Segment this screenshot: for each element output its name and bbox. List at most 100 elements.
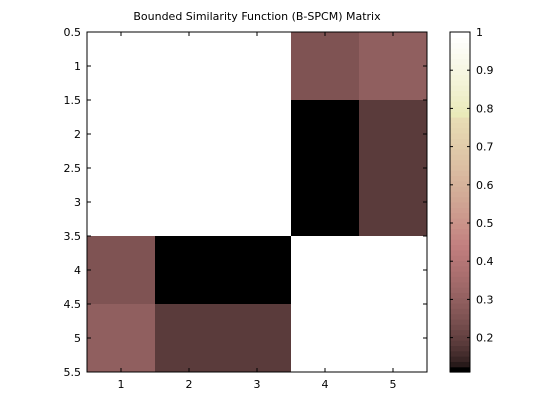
colorbar-segment <box>450 53 470 60</box>
colorbar-segment <box>450 356 470 362</box>
colorbar-segment <box>450 170 470 177</box>
colorbar-segment <box>450 297 470 304</box>
y-tick-label: 5.5 <box>64 366 82 379</box>
y-tick-label: 3 <box>74 196 81 209</box>
colorbar-segment <box>450 47 470 54</box>
colorbar-segment <box>450 324 470 331</box>
colorbar-segment <box>450 329 470 336</box>
colorbar-segment <box>450 132 470 139</box>
colorbar-segment <box>450 164 470 171</box>
colorbar-tick-label: 0.9 <box>476 64 494 77</box>
colorbar-tick-label: 0.7 <box>476 141 494 154</box>
colorbar-segment <box>450 281 470 288</box>
colorbar-segment <box>450 313 470 320</box>
colorbar-segment <box>450 202 470 208</box>
colorbar-tick-label: 0.6 <box>476 179 494 192</box>
colorbar-segment <box>450 138 470 145</box>
colorbar-segment <box>450 244 470 251</box>
colorbar-segment <box>450 85 470 92</box>
colorbar-segment <box>450 217 470 224</box>
colorbar-segment <box>450 175 470 182</box>
colorbar-segment <box>450 302 470 309</box>
colorbar-segment <box>450 37 470 44</box>
colorbar-segment <box>450 180 470 187</box>
y-tick-label: 1 <box>74 60 81 73</box>
y-tick-label: 4.5 <box>64 298 82 311</box>
heatmap-cell-r1-c4 <box>291 32 360 101</box>
colorbar-segment <box>450 191 470 198</box>
heatmap-cell-r4-c2 <box>155 236 224 305</box>
heatmap-cell-r2-c4 <box>291 100 360 169</box>
heatmap-cell-r2-c1 <box>87 100 156 169</box>
colorbar-segment <box>450 361 470 368</box>
x-tick-label: 2 <box>186 378 193 391</box>
colorbar-ticks: 0.2 0.3 0.4 0.5 0.6 0.7 0.8 0.9 1 <box>450 26 494 345</box>
x-tick-label: 3 <box>254 378 261 391</box>
x-tick-label: 5 <box>390 378 397 391</box>
colorbar-segment <box>450 42 470 49</box>
colorbar-segment <box>450 223 470 230</box>
heatmap-cell-r4-c5 <box>359 236 428 305</box>
colorbar-segment <box>450 276 470 283</box>
colorbar-segment <box>450 127 470 134</box>
heatmap-cells <box>87 32 428 373</box>
colorbar-segment <box>450 212 470 219</box>
heatmap-cell-r3-c2 <box>155 168 224 237</box>
heatmap-cell-r4-c3 <box>223 236 292 305</box>
colorbar-tick-label: 1 <box>476 26 483 39</box>
colorbar-segment <box>450 90 470 97</box>
colorbar-segment <box>450 308 470 315</box>
colorbar <box>450 32 470 373</box>
colorbar-segment <box>450 228 470 235</box>
colorbar-segment <box>450 101 470 107</box>
colorbar-segment <box>450 154 470 161</box>
colorbar-segment <box>450 318 470 325</box>
heatmap-cell-r1-c2 <box>155 32 224 101</box>
y-tick-label: 0.5 <box>64 26 82 39</box>
colorbar-segment <box>450 95 470 102</box>
heatmap-cell-r5-c1 <box>87 304 156 373</box>
x-axis-ticks: 1 2 3 4 5 <box>118 32 397 391</box>
colorbar-tick-label: 0.4 <box>476 255 494 268</box>
colorbar-tick-label: 0.2 <box>476 332 494 345</box>
colorbar-segment <box>450 122 470 129</box>
colorbar-segment <box>450 32 470 38</box>
colorbar-segment <box>450 255 470 262</box>
y-tick-label: 2 <box>74 128 81 141</box>
y-tick-label: 3.5 <box>64 230 82 243</box>
heatmap-cell-r5-c2 <box>155 304 224 373</box>
colorbar-segment <box>450 63 470 70</box>
colorbar-segment <box>450 196 470 203</box>
colorbar-segment <box>450 350 470 357</box>
heatmap-cell-r2-c5 <box>359 100 428 169</box>
colorbar-segment <box>450 287 470 293</box>
colorbar-segment <box>450 334 470 341</box>
colorbar-segment <box>450 111 470 118</box>
colorbar-segment <box>450 159 470 166</box>
colorbar-segment <box>450 117 470 123</box>
colorbar-segment <box>450 58 470 65</box>
heatmap-cell-r5-c3 <box>223 304 292 373</box>
heatmap-cell-r5-c5 <box>359 304 428 373</box>
heatmap-cell-r4-c1 <box>87 236 156 305</box>
y-tick-label: 4 <box>74 264 81 277</box>
heatmap-cell-r4-c4 <box>291 236 360 305</box>
colorbar-segment <box>450 106 470 113</box>
colorbar-segment <box>450 207 470 214</box>
colorbar-segment <box>450 345 470 352</box>
heatmap-cell-r3-c5 <box>359 168 428 237</box>
x-tick-label: 4 <box>322 378 329 391</box>
heatmap-cell-r1-c1 <box>87 32 156 101</box>
colorbar-segment <box>450 260 470 267</box>
heatmap-cell-r1-c5 <box>359 32 428 101</box>
chart-title: Bounded Similarity Function (B-SPCM) Mat… <box>133 10 381 23</box>
colorbar-tick-label: 0.8 <box>476 102 494 115</box>
y-tick-label: 2.5 <box>64 162 82 175</box>
y-tick-label: 5 <box>74 332 81 345</box>
y-axis-ticks: 0.5 1 1.5 2 2.5 3 3.5 4 4.5 5 5.5 <box>64 26 427 379</box>
heatmap-cell-r2-c2 <box>155 100 224 169</box>
colorbar-segment <box>450 265 470 272</box>
heatmap-cell-r3-c1 <box>87 168 156 237</box>
colorbar-segment <box>450 292 470 299</box>
